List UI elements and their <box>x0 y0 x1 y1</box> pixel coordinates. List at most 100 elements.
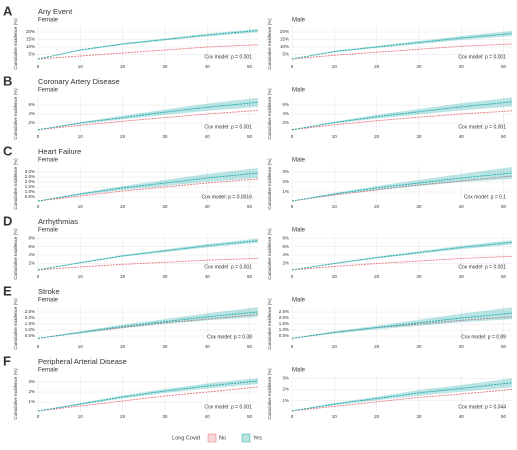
subtitle: Female <box>38 228 59 234</box>
confidence-band <box>292 30 512 59</box>
y-tick-label: 4% <box>282 252 289 257</box>
y-axis-label: Cumulative Incidence (%) <box>267 88 272 140</box>
subtitle: Male <box>292 18 306 24</box>
y-tick-label: 2.0% <box>279 315 289 320</box>
x-tick-label: 0 <box>37 414 40 419</box>
x-tick-label: 10 <box>332 414 338 419</box>
x-tick-label: 30 <box>416 274 422 279</box>
x-tick-label: 40 <box>459 134 465 139</box>
y-axis-label: Cumulative Incidence (%) <box>267 228 272 280</box>
legend-title: Long Covid <box>172 435 200 441</box>
x-tick-label: 50 <box>247 274 253 279</box>
x-tick-label: 20 <box>120 134 126 139</box>
y-tick-label: 1% <box>282 189 289 194</box>
x-tick-label: 50 <box>501 134 507 139</box>
panel-letter: C <box>3 143 13 158</box>
confidence-band <box>38 29 258 59</box>
y-axis-label: Cumulative Incidence (%) <box>13 158 18 210</box>
y-tick-label: 6% <box>282 244 289 249</box>
annotation: Cox model: p = 0.0016 <box>202 194 253 200</box>
series-line <box>37 30 259 60</box>
y-tick-label: 3.0% <box>25 169 35 174</box>
y-axis-label: Cumulative Incidence (%) <box>267 18 272 70</box>
series-line <box>37 257 259 271</box>
y-tick-label: 2% <box>28 261 35 266</box>
x-tick-label: 0 <box>291 64 294 69</box>
y-tick-label: 0.5% <box>279 333 289 338</box>
x-tick-label: 10 <box>332 134 338 139</box>
annotation: Cox model: p = 0.38 <box>207 334 252 340</box>
x-tick-label: 30 <box>162 64 168 69</box>
panel-title: Stroke <box>38 287 60 296</box>
y-tick-label: 6% <box>28 102 35 107</box>
y-tick-label: 2.5% <box>25 174 35 179</box>
x-tick-label: 10 <box>332 344 338 349</box>
x-tick-label: 20 <box>120 344 126 349</box>
panel-title: Peripheral Arterial Disease <box>38 357 127 366</box>
panel-letter: F <box>3 353 11 368</box>
series-line <box>37 101 259 131</box>
y-tick-label: 3% <box>282 375 289 380</box>
y-tick-label: 2.5% <box>25 309 35 314</box>
y-tick-label: 4% <box>282 111 289 116</box>
x-tick-label: 40 <box>459 414 465 419</box>
x-tick-label: 30 <box>416 64 422 69</box>
y-tick-label: 4% <box>28 252 35 257</box>
y-axis-label: Cumulative Incidence (%) <box>13 298 18 350</box>
y-tick-label: 3% <box>282 169 289 174</box>
y-tick-label: 4% <box>28 111 35 116</box>
panel-letter: E <box>3 283 12 298</box>
series-line <box>291 382 513 412</box>
annotation: Cox model: p = 0.001 <box>458 264 506 270</box>
series-line <box>291 312 513 339</box>
y-tick-label: 1.5% <box>279 321 289 326</box>
x-tick-label: 20 <box>374 274 380 279</box>
y-tick-label: 2% <box>282 120 289 125</box>
x-tick-label: 50 <box>501 344 507 349</box>
x-tick-label: 20 <box>120 274 126 279</box>
y-tick-label: 0.5% <box>25 333 35 338</box>
x-tick-label: 40 <box>459 204 465 209</box>
panel-title: Arrhythmias <box>38 217 78 226</box>
y-tick-label: 6% <box>282 102 289 107</box>
series-line <box>291 172 513 202</box>
annotation: Cox model: p = 0.1 <box>464 194 506 200</box>
y-axis-label: Cumulative Incidence (%) <box>267 368 272 420</box>
subtitle: Male <box>292 88 306 94</box>
x-tick-label: 20 <box>120 414 126 419</box>
series-line <box>37 386 259 412</box>
subtitle: Male <box>292 158 306 164</box>
y-axis-label: Cumulative Incidence (%) <box>13 18 18 70</box>
confidence-band <box>38 168 258 201</box>
annotation: Cox model: p = 0.89 <box>461 334 506 340</box>
x-tick-label: 50 <box>247 64 253 69</box>
series-line <box>291 389 513 412</box>
y-tick-label: 1% <box>282 398 289 403</box>
annotation: Cox model: p = 0.001 <box>204 124 252 130</box>
x-tick-label: 0 <box>37 134 40 139</box>
series-line <box>37 178 259 202</box>
x-tick-label: 10 <box>78 274 84 279</box>
x-tick-label: 50 <box>501 274 507 279</box>
y-tick-label: 15% <box>280 37 289 42</box>
series-line <box>291 110 513 131</box>
x-tick-label: 0 <box>291 274 294 279</box>
y-tick-label: 5% <box>282 52 289 57</box>
y-tick-label: 1.5% <box>25 184 35 189</box>
subtitle: Female <box>38 298 59 304</box>
subtitle: Male <box>292 298 306 304</box>
panel-letter: A <box>3 3 13 18</box>
series-line <box>37 172 259 202</box>
y-tick-label: 2% <box>28 389 35 394</box>
x-tick-label: 0 <box>291 414 294 419</box>
x-tick-label: 30 <box>416 204 422 209</box>
y-tick-label: 2% <box>28 120 35 125</box>
x-tick-label: 0 <box>291 134 294 139</box>
y-tick-label: 5% <box>28 52 35 57</box>
x-tick-label: 30 <box>162 204 168 209</box>
subtitle: Female <box>38 88 59 94</box>
y-tick-label: 20% <box>26 29 35 34</box>
y-tick-label: 8% <box>282 235 289 240</box>
series-line <box>37 109 259 131</box>
x-tick-label: 10 <box>332 204 338 209</box>
